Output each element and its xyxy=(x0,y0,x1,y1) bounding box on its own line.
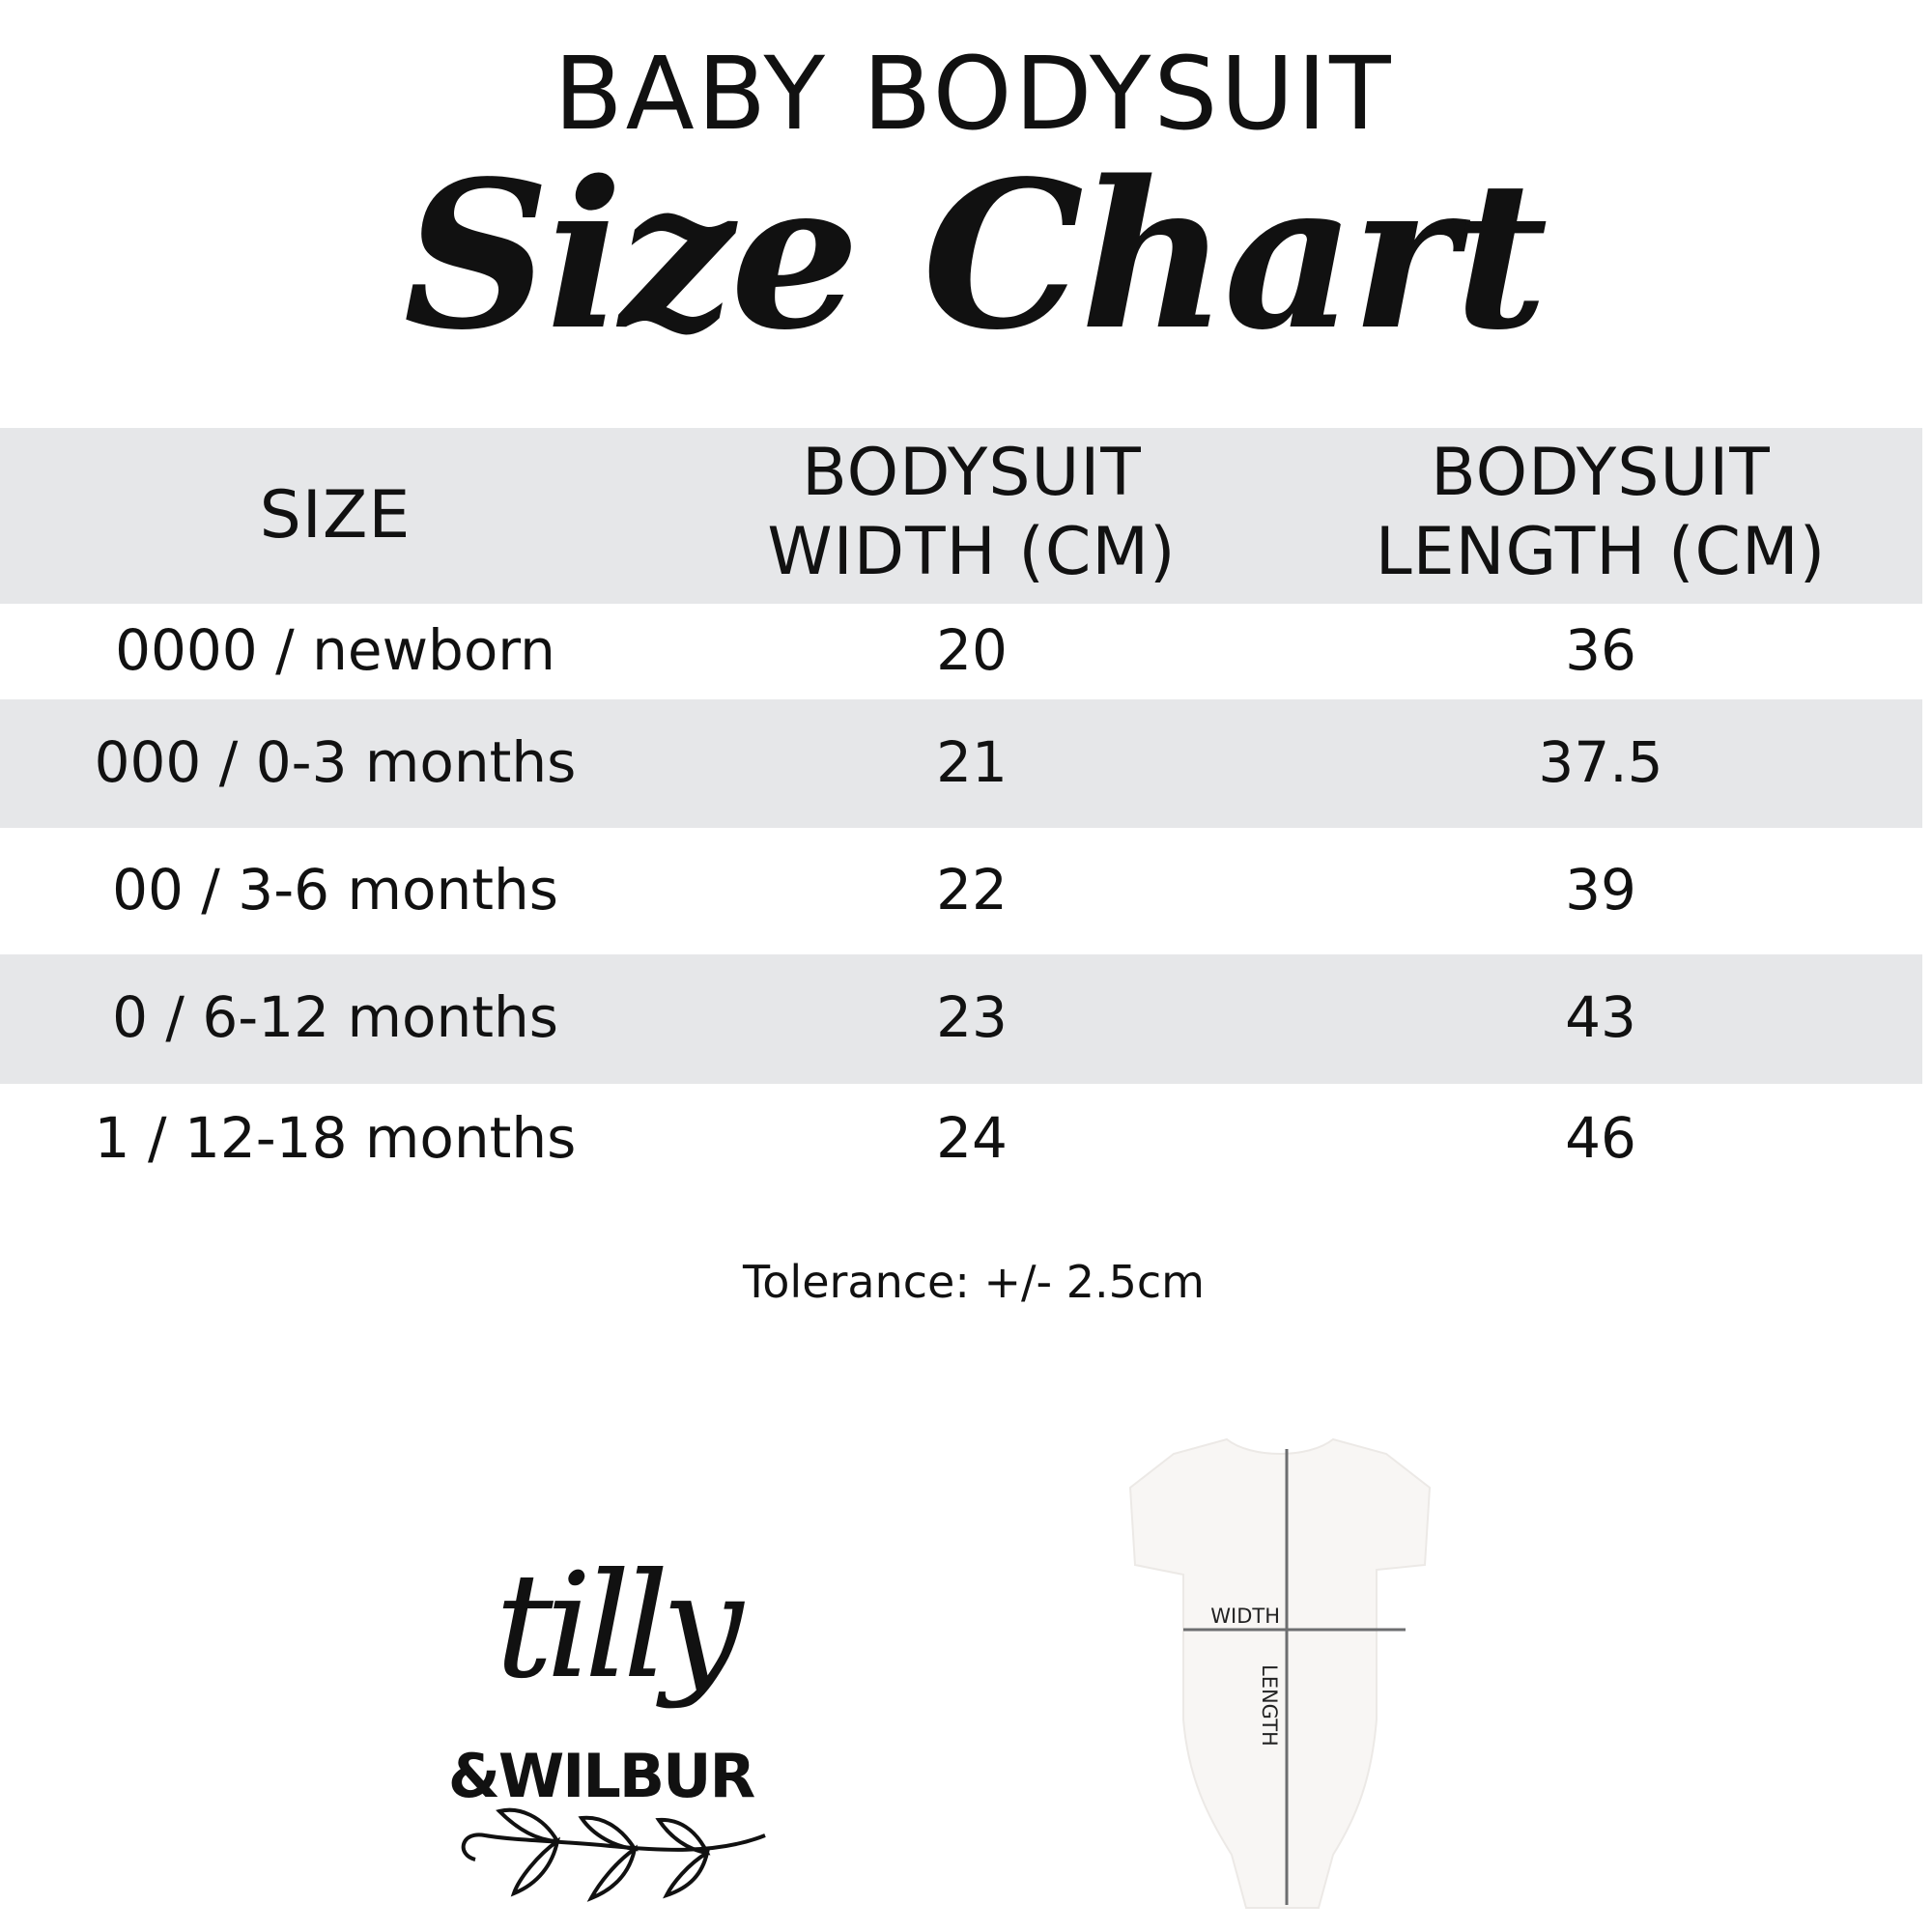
cell-length: 43 xyxy=(1565,984,1636,1050)
bodysuit-shape xyxy=(1128,1437,1432,1909)
page-title: BABY BODYSUIT xyxy=(554,35,1394,153)
table-header: SIZE BODYSUIT WIDTH (CM) BODYSUIT LENGTH… xyxy=(0,428,1922,604)
header-width-line2: WIDTH (CM) xyxy=(767,514,1177,590)
table-row: 1 / 12-18 months 24 46 xyxy=(0,1084,1922,1195)
cell-length: 36 xyxy=(1565,616,1636,683)
header-length-line2: LENGTH (CM) xyxy=(1375,514,1827,590)
cell-length: 37.5 xyxy=(1538,728,1663,795)
header-width-line1: BODYSUIT xyxy=(802,435,1142,511)
table-row: 0000 / newborn 20 36 xyxy=(0,604,1922,699)
tolerance-note: Tolerance: +/- 2.5cm xyxy=(743,1256,1205,1308)
cell-size: 0000 / newborn xyxy=(115,616,555,683)
header-length: BODYSUIT LENGTH (CM) xyxy=(1376,434,1826,592)
cell-width: 20 xyxy=(936,616,1008,683)
length-label: LENGTH xyxy=(1258,1664,1281,1747)
cell-width: 21 xyxy=(936,728,1008,795)
table-row: 0 / 6-12 months 23 43 xyxy=(0,954,1922,1084)
cell-length: 39 xyxy=(1565,856,1636,923)
brand-logo: tilly &WILBUR xyxy=(446,1517,794,1913)
cell-width: 23 xyxy=(936,984,1008,1050)
cell-size: 0 / 6-12 months xyxy=(112,984,558,1050)
width-label: WIDTH xyxy=(1210,1605,1280,1628)
cell-size: 1 / 12-18 months xyxy=(94,1104,577,1171)
page-subtitle: Size Chart xyxy=(403,136,1548,375)
logo-text-wilbur: &WILBUR xyxy=(448,1741,755,1811)
bodysuit-diagram: WIDTH LENGTH xyxy=(1096,1430,1541,1913)
table-row: 00 / 3-6 months 22 39 xyxy=(0,828,1922,954)
header-width: BODYSUIT WIDTH (CM) xyxy=(767,434,1176,592)
table-row: 000 / 0-3 months 21 37.5 xyxy=(0,699,1922,828)
cell-size: 000 / 0-3 months xyxy=(94,728,577,795)
cell-width: 22 xyxy=(936,856,1008,923)
cell-size: 00 / 3-6 months xyxy=(112,856,558,923)
header-length-line1: BODYSUIT xyxy=(1431,435,1771,511)
cell-length: 46 xyxy=(1565,1104,1636,1171)
header-size: SIZE xyxy=(259,477,412,554)
cell-width: 24 xyxy=(936,1104,1008,1171)
logo-text-tilly: tilly xyxy=(496,1543,746,1711)
leaf-branch-icon xyxy=(461,1807,766,1902)
